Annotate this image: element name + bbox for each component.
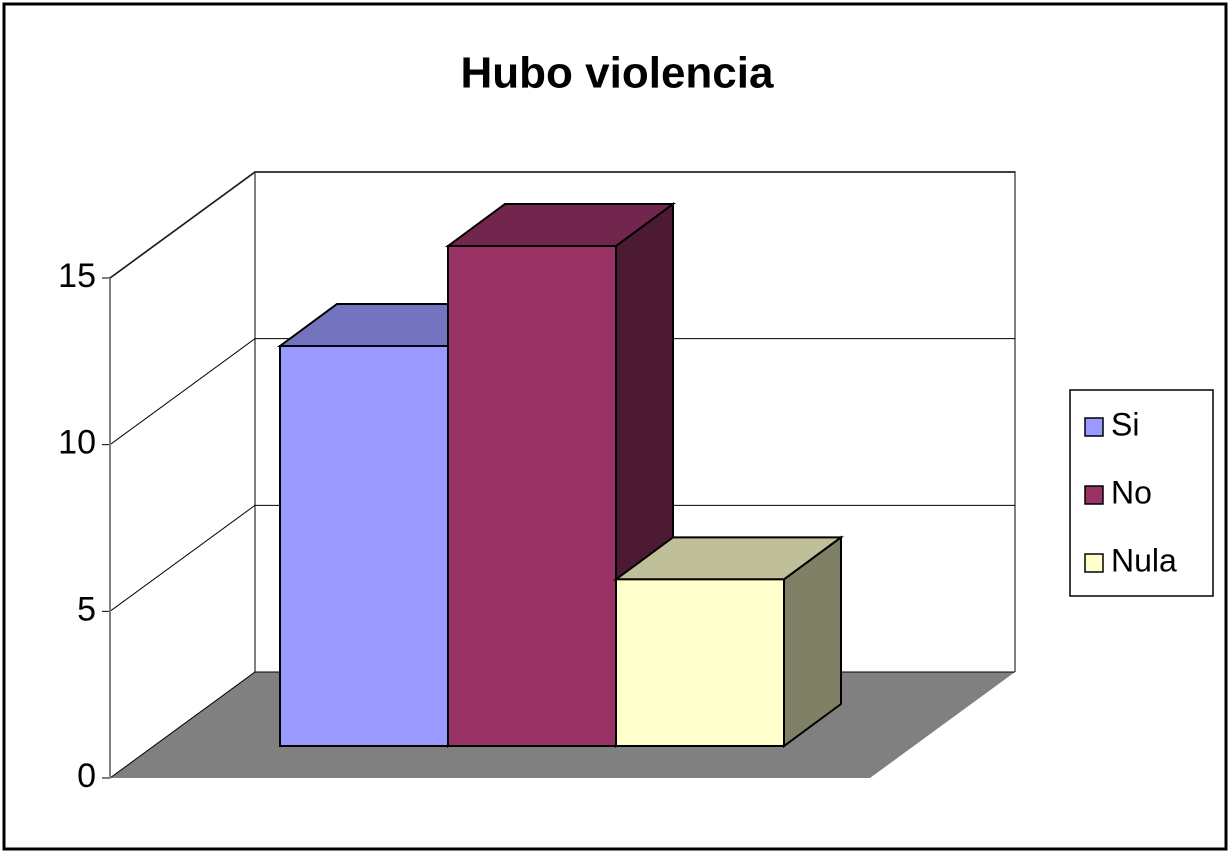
legend-swatch [1084, 417, 1104, 437]
y-tick-label: 10 [58, 424, 96, 462]
grid-line [109, 504, 1015, 612]
legend-label: Si [1111, 406, 1139, 442]
y-tick-label: 5 [77, 590, 96, 628]
grid-line [109, 171, 1015, 279]
legend-label: Nula [1111, 542, 1177, 578]
y-tick-label: 15 [58, 257, 96, 295]
bar [447, 245, 617, 747]
chart-title: Hubo violencia [461, 49, 774, 98]
legend-swatch [1084, 553, 1104, 573]
y-tick-label: 0 [77, 757, 96, 795]
legend-swatch [1084, 485, 1104, 505]
bar [615, 578, 785, 747]
legend-label: No [1111, 474, 1152, 510]
grid-line [109, 338, 1015, 446]
bar [279, 345, 449, 747]
